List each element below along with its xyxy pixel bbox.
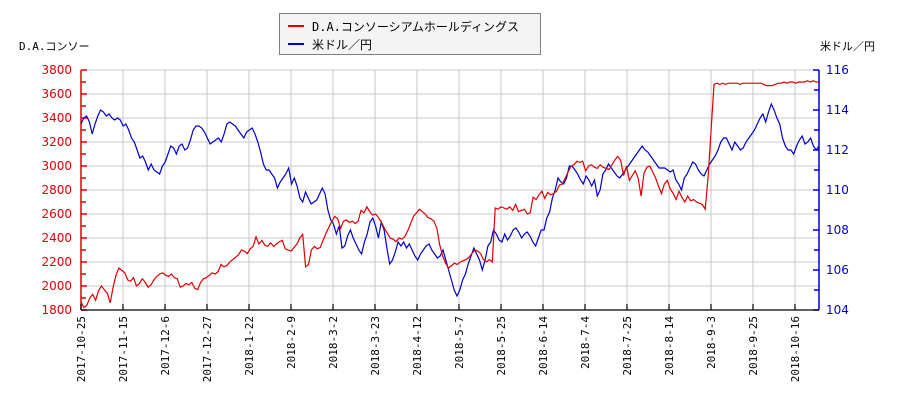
legend-swatch-red bbox=[288, 25, 304, 27]
svg-text:2018-3-2: 2018-3-2 bbox=[327, 316, 340, 369]
svg-text:2017-12-6: 2017-12-6 bbox=[159, 316, 172, 376]
svg-text:114: 114 bbox=[826, 103, 849, 117]
svg-text:2018-4-12: 2018-4-12 bbox=[411, 316, 424, 376]
svg-text:2800: 2800 bbox=[41, 183, 72, 197]
svg-text:2017-10-25: 2017-10-25 bbox=[75, 316, 88, 382]
right-y-axis: 104 106 108 110 112 114 116 bbox=[813, 63, 849, 317]
legend-label: 米ドル／円 bbox=[312, 37, 373, 52]
svg-text:2018-7-25: 2018-7-25 bbox=[621, 316, 634, 376]
legend: D.A.コンソーシアムホールディングス 米ドル／円 bbox=[279, 13, 541, 55]
svg-text:2018-1-22: 2018-1-22 bbox=[243, 316, 256, 376]
legend-label: D.A.コンソーシアムホールディングス bbox=[312, 19, 519, 34]
svg-text:106: 106 bbox=[826, 263, 849, 277]
svg-text:2018-2-9: 2018-2-9 bbox=[285, 316, 298, 369]
svg-text:3800: 3800 bbox=[41, 63, 72, 77]
svg-text:2018-6-14: 2018-6-14 bbox=[537, 316, 550, 376]
svg-text:3600: 3600 bbox=[41, 87, 72, 101]
grid-lines bbox=[81, 69, 819, 310]
svg-text:110: 110 bbox=[826, 183, 849, 197]
svg-text:2018-9-3: 2018-9-3 bbox=[705, 316, 718, 369]
svg-text:116: 116 bbox=[826, 63, 849, 77]
svg-text:1800: 1800 bbox=[41, 303, 72, 317]
usd-jpy-line bbox=[80, 102, 820, 298]
svg-text:2018-5-25: 2018-5-25 bbox=[495, 316, 508, 376]
svg-text:112: 112 bbox=[826, 143, 849, 157]
svg-text:2018-9-25: 2018-9-25 bbox=[747, 316, 760, 376]
svg-text:104: 104 bbox=[826, 303, 849, 317]
svg-text:2000: 2000 bbox=[41, 279, 72, 293]
left-axis-title: D.A.コンソー bbox=[19, 40, 90, 53]
svg-text:2017-12-27: 2017-12-27 bbox=[201, 316, 214, 382]
legend-item-da-consortium: D.A.コンソーシアムホールディングス bbox=[288, 18, 519, 34]
legend-swatch-blue bbox=[288, 43, 304, 45]
x-axis: 2017-10-25 2017-11-15 2017-12-6 2017-12-27 2… bbox=[75, 304, 819, 382]
svg-text:2600: 2600 bbox=[41, 207, 72, 221]
svg-text:2017-11-15: 2017-11-15 bbox=[117, 316, 130, 382]
legend-item-usd-jpy: 米ドル／円 bbox=[288, 36, 372, 52]
svg-text:2200: 2200 bbox=[41, 255, 72, 269]
svg-text:3400: 3400 bbox=[41, 111, 72, 125]
svg-text:2018-7-4: 2018-7-4 bbox=[579, 316, 592, 369]
svg-text:2018-3-23: 2018-3-23 bbox=[369, 316, 382, 376]
svg-text:108: 108 bbox=[826, 223, 849, 237]
svg-text:3200: 3200 bbox=[41, 135, 72, 149]
left-y-axis: 1800 2000 2200 2400 2600 2800 3000 3200 3400 3600… bbox=[41, 63, 87, 317]
svg-text:2018-10-16: 2018-10-16 bbox=[789, 316, 802, 382]
svg-text:2018-5-7: 2018-5-7 bbox=[453, 316, 466, 369]
svg-text:2018-8-14: 2018-8-14 bbox=[663, 316, 676, 376]
right-axis-title: 米ドル／円 bbox=[820, 40, 875, 53]
svg-text:3000: 3000 bbox=[41, 159, 72, 173]
svg-text:2400: 2400 bbox=[41, 231, 72, 245]
da-consortium-line bbox=[80, 80, 819, 309]
